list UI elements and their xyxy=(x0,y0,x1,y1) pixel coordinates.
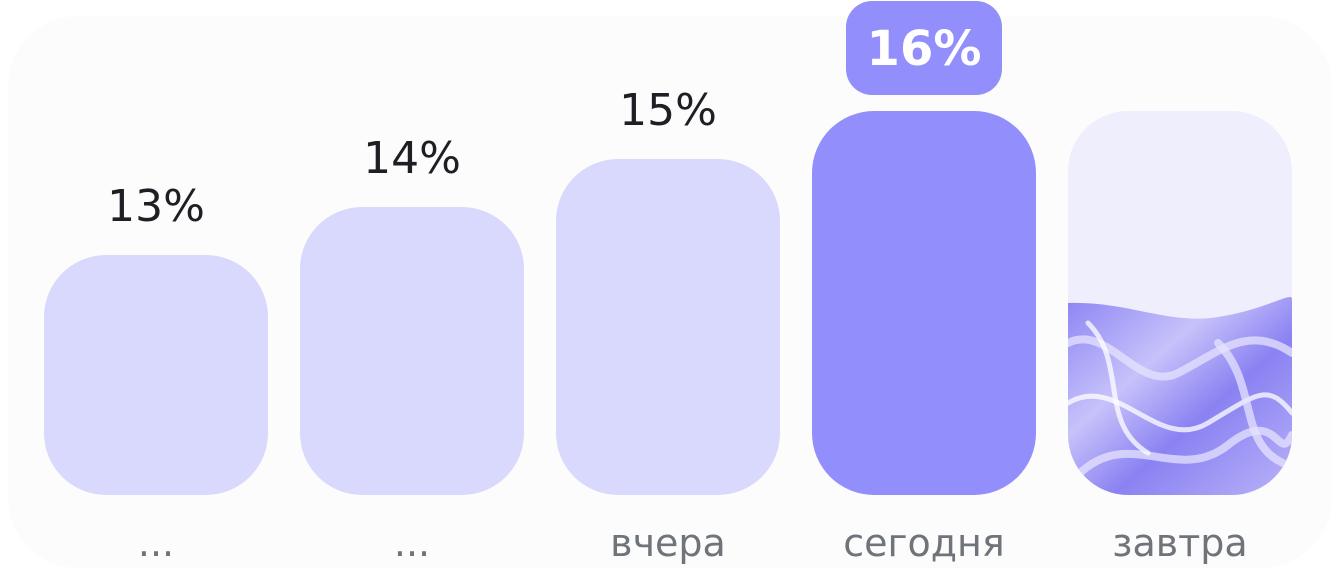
bar-forecast-swirl xyxy=(1085,320,1151,456)
category-label-1: ... xyxy=(394,521,430,565)
category-label-0: ... xyxy=(138,521,174,565)
category-label-2: вчера xyxy=(610,521,726,565)
category-label-3: сегодня xyxy=(843,521,1004,565)
category-label-4: завтра xyxy=(1112,521,1247,565)
bar-forecast-swirl xyxy=(1214,339,1287,467)
value-label-1: 14% xyxy=(363,133,461,184)
bar-forecast-swirl xyxy=(1068,392,1292,433)
value-badge xyxy=(846,1,1002,95)
bar-forecast-swirl xyxy=(1074,426,1292,479)
value-label-3: 16% xyxy=(867,21,982,77)
bar-1 xyxy=(300,207,524,495)
bar-forecast xyxy=(1068,111,1292,495)
value-label-2: 15% xyxy=(619,85,717,136)
bar-2 xyxy=(556,159,780,495)
bars-layer: 13%... 14%... 15% вчера 16% сегодня завтра xyxy=(44,1,1292,565)
bar-0 xyxy=(44,255,268,495)
bar-3 xyxy=(812,111,1036,495)
value-label-0: 13% xyxy=(107,181,205,232)
